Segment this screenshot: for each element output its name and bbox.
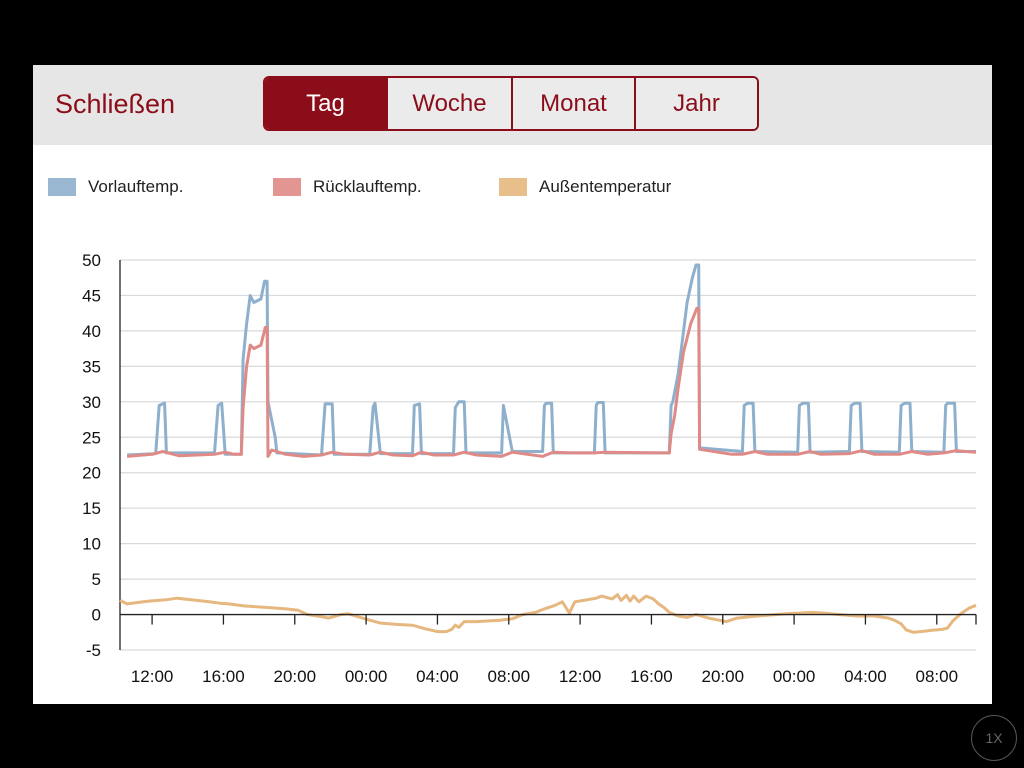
x-tick-label: 04:00 bbox=[844, 667, 887, 686]
x-tick-label: 08:00 bbox=[915, 667, 958, 686]
x-tick-label: 04:00 bbox=[416, 667, 459, 686]
period-segmented-control: Tag Woche Monat Jahr bbox=[263, 76, 759, 131]
y-tick-label: 35 bbox=[82, 357, 101, 376]
chart-legend: Vorlauftemp. Rücklauftemp. Außentemperat… bbox=[48, 177, 948, 201]
y-tick-label: 45 bbox=[82, 286, 101, 305]
tab-jahr[interactable]: Jahr bbox=[633, 78, 757, 129]
header-bar: Schließen Tag Woche Monat Jahr bbox=[33, 65, 992, 145]
x-tick-label: 16:00 bbox=[630, 667, 673, 686]
x-tick-label: 20:00 bbox=[701, 667, 744, 686]
y-tick-label: -5 bbox=[86, 641, 101, 660]
y-tick-label: 15 bbox=[82, 499, 101, 518]
x-tick-label: 12:00 bbox=[131, 667, 174, 686]
x-tick-label: 00:00 bbox=[345, 667, 388, 686]
x-tick-label: 20:00 bbox=[273, 667, 316, 686]
playback-speed-button[interactable]: 1X bbox=[971, 715, 1017, 761]
legend-swatch bbox=[273, 178, 301, 196]
tab-monat[interactable]: Monat bbox=[510, 78, 634, 129]
y-tick-label: 30 bbox=[82, 393, 101, 412]
x-tick-label: 08:00 bbox=[487, 667, 530, 686]
series-line-2 bbox=[119, 593, 977, 634]
legend-item-vorlauftemp[interactable]: Vorlauftemp. bbox=[48, 177, 183, 197]
tab-tag[interactable]: Tag bbox=[265, 78, 386, 129]
y-tick-label: 50 bbox=[82, 251, 101, 270]
series-line-1 bbox=[126, 306, 977, 458]
y-tick-label: 5 bbox=[92, 570, 101, 589]
tab-woche[interactable]: Woche bbox=[386, 78, 511, 129]
legend-item-ruecklauftemp[interactable]: Rücklauftemp. bbox=[273, 177, 422, 197]
x-tick-label: 16:00 bbox=[202, 667, 245, 686]
y-tick-label: 40 bbox=[82, 322, 101, 341]
legend-item-aussentemperatur[interactable]: Außentemperatur bbox=[499, 177, 671, 197]
y-tick-label: 20 bbox=[82, 464, 101, 483]
chart-panel: Schließen Tag Woche Monat Jahr Vorlaufte… bbox=[33, 65, 992, 704]
legend-label: Außentemperatur bbox=[539, 177, 672, 196]
series-line-0 bbox=[127, 263, 976, 457]
legend-swatch bbox=[48, 178, 76, 196]
x-tick-label: 00:00 bbox=[773, 667, 816, 686]
y-tick-label: 25 bbox=[82, 428, 101, 447]
legend-label: Rücklauftemp. bbox=[313, 177, 422, 196]
x-tick-label: 12:00 bbox=[559, 667, 602, 686]
legend-swatch bbox=[499, 178, 527, 196]
y-tick-label: 10 bbox=[82, 535, 101, 554]
y-tick-label: 0 bbox=[92, 606, 101, 625]
legend-label: Vorlauftemp. bbox=[88, 177, 184, 196]
close-button[interactable]: Schließen bbox=[55, 89, 176, 119]
